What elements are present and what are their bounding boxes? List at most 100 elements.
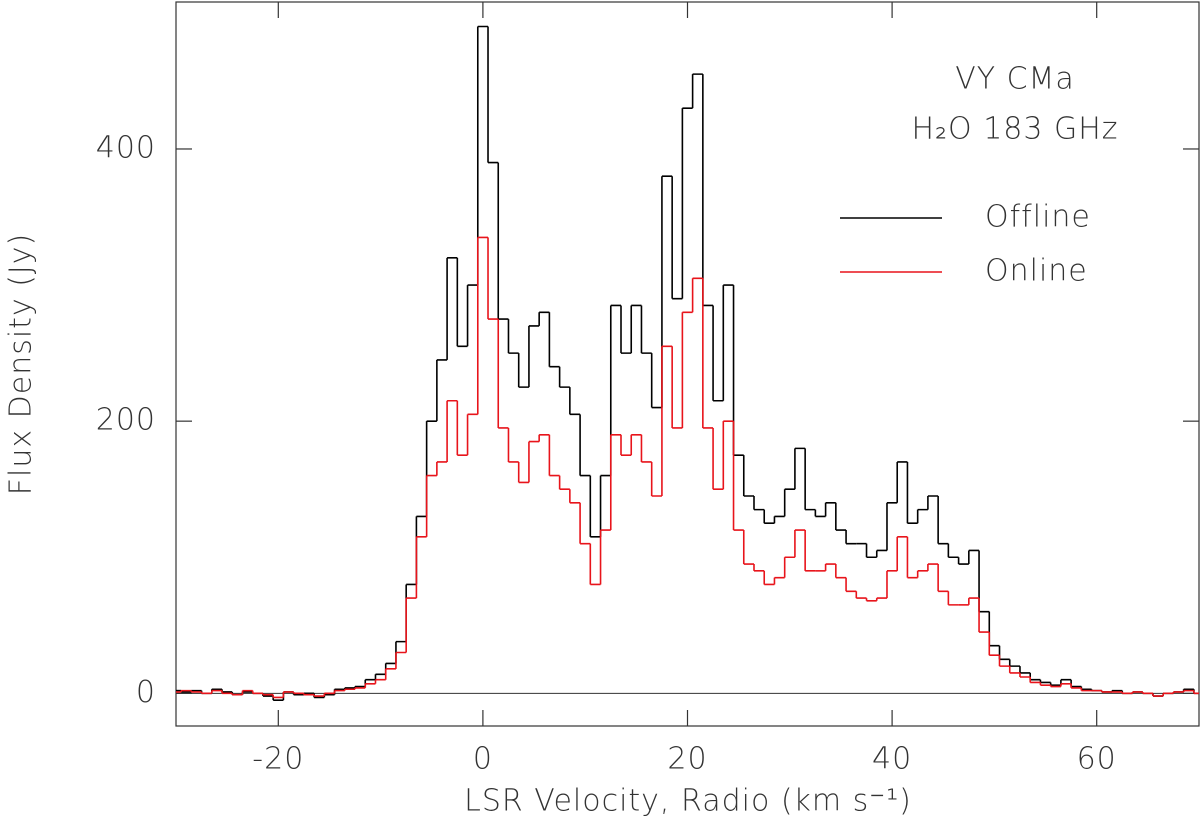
spectrum-step: [436, 461, 448, 476]
spectrum-step: [313, 694, 325, 697]
spectrum-step: [998, 655, 1010, 667]
spectrum-step: [569, 489, 581, 504]
spectrum-step: [742, 530, 754, 565]
spectrum-step: [466, 284, 478, 347]
spectrum-step: [916, 508, 928, 524]
spectrum-step: [569, 387, 581, 416]
spectrum-step: [835, 564, 847, 579]
spectrum-step: [814, 509, 826, 518]
spectrum-step: [783, 488, 795, 517]
spectrum-step: [343, 688, 356, 691]
spectrum-step: [794, 529, 806, 558]
legend-label: Offline: [985, 200, 1091, 235]
spectrum-step: [282, 691, 294, 698]
spectrum-step: [804, 530, 816, 572]
spectrum-step: [906, 536, 918, 579]
spectrum-step: [937, 564, 949, 593]
spectrum-step: [1162, 692, 1174, 697]
spectrum-step: [620, 434, 632, 456]
spectrum-step: [323, 692, 335, 697]
spectrum-step: [517, 461, 529, 484]
spectrum-step: [221, 689, 233, 693]
spectrum-step: [476, 236, 489, 415]
spectrum-step: [609, 304, 622, 476]
spectrum-step: [937, 496, 949, 545]
spectrum-step: [190, 690, 202, 693]
spectrum-step: [1039, 682, 1051, 686]
spectrum-step: [702, 278, 714, 429]
spectrum-step: [1049, 685, 1061, 688]
spectrum-step: [497, 162, 509, 320]
spectrum-step: [886, 570, 898, 599]
spectrum-step: [374, 673, 386, 680]
spectrum-step: [415, 515, 427, 585]
spectrum-step: [1080, 687, 1092, 692]
spectrum-step: [702, 74, 714, 307]
spectrum-step: [548, 312, 560, 368]
spectrum-step: [579, 414, 591, 477]
spectrum-step: [1008, 666, 1020, 674]
spectrum-step: [947, 543, 959, 559]
y-tick-label: 400: [96, 130, 156, 165]
spectrum-step: [998, 645, 1010, 661]
spectrum-step: [794, 447, 806, 490]
spectrum-step: [1080, 686, 1092, 691]
spectrum-step: [1121, 691, 1133, 695]
spectrum-step: [927, 495, 939, 510]
spectrum-step: [753, 496, 765, 511]
spectrum-step: [661, 345, 673, 497]
spectrum-step: [835, 502, 847, 531]
spectrum-step: [323, 693, 335, 698]
spectrum-step: [415, 536, 427, 599]
x-tick-label: 0: [473, 742, 493, 777]
x-tick-label: 20: [667, 742, 707, 777]
spectrum-step: [558, 366, 570, 388]
spectrum-step: [732, 421, 744, 531]
spectrum-step: [763, 570, 775, 586]
spectrum-step: [436, 359, 448, 422]
spectrum-step: [231, 693, 243, 696]
x-tick-label: -20: [252, 742, 304, 777]
spectrum-step: [722, 284, 734, 401]
spectrum-step: [200, 691, 212, 695]
spectrum-step: [1152, 693, 1164, 697]
spectrum-step: [824, 502, 836, 517]
spectrum-step: [241, 689, 253, 695]
spectrum-step: [425, 474, 437, 537]
spectrum-step: [405, 597, 417, 653]
spectrum-step: [609, 433, 622, 531]
spectrum-step: [875, 549, 887, 558]
spectrum-step: [528, 440, 540, 483]
spectrum-step: [548, 434, 560, 477]
spectrum-step: [303, 693, 315, 696]
spectrum-step: [896, 536, 908, 571]
x-tick-label: 60: [1077, 742, 1117, 777]
spectrum-step: [599, 529, 611, 585]
spectrum-step: [865, 598, 877, 602]
spectrum-step: [251, 690, 263, 695]
spectrum-step: [1131, 691, 1143, 694]
spectrum-step: [732, 285, 744, 456]
spectrum-step: [927, 563, 939, 571]
spectrum-step: [395, 651, 407, 669]
spectrum-step: [538, 433, 550, 442]
y-axis-label: Flux Density (Jy): [4, 233, 39, 496]
spectrum-step: [916, 570, 928, 578]
y-tick-label: 0: [136, 675, 156, 710]
spectrum-step: [691, 73, 703, 109]
spectrum-step: [1019, 666, 1031, 674]
spectrum-step: [1070, 683, 1082, 689]
spectrum-step: [630, 304, 642, 354]
spectrum-step: [374, 678, 386, 684]
y-tick-label: 200: [96, 403, 156, 438]
annotation: H₂O 183 GHz: [911, 112, 1118, 147]
spectrum-step: [589, 543, 601, 586]
spectrum-step: [650, 461, 662, 497]
spectrum-step: [640, 434, 652, 463]
spectrum-step: [681, 107, 693, 299]
spectrum-step: [957, 557, 969, 565]
spectrum-step: [456, 257, 468, 348]
spectrum-step: [988, 611, 1000, 647]
spectrum-step: [712, 305, 724, 402]
